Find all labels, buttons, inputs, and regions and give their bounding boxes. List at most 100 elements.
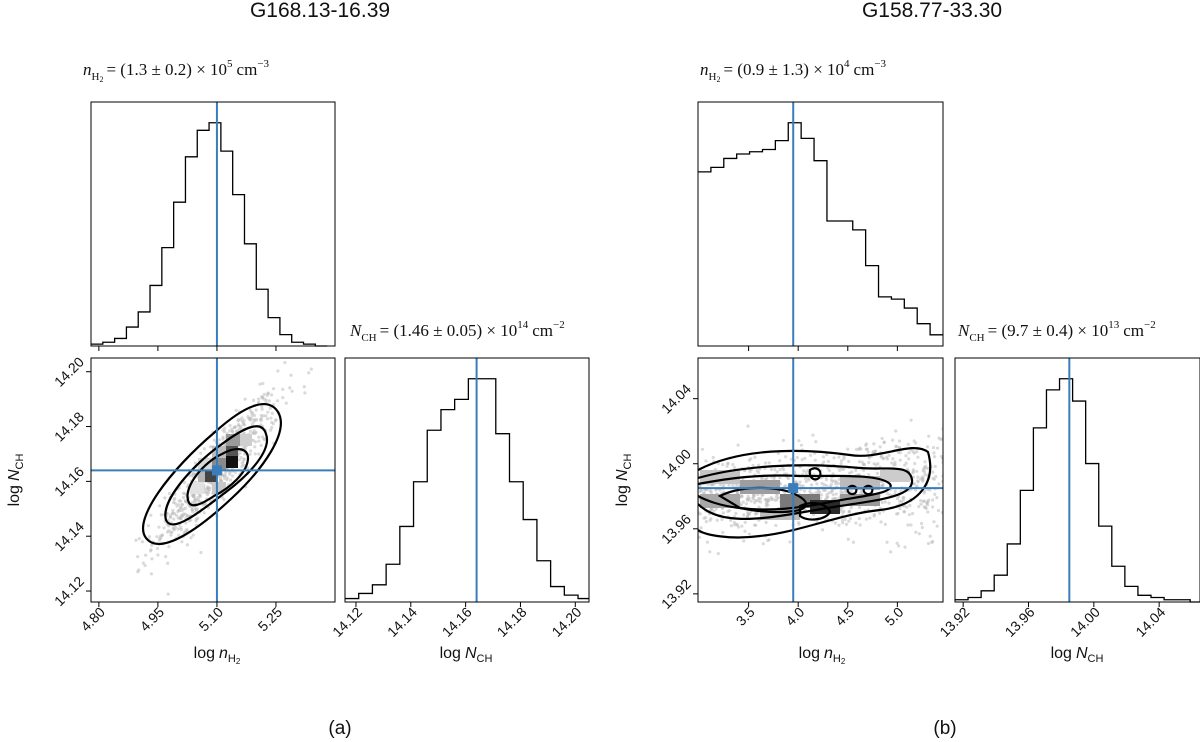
scatter-point <box>878 445 882 449</box>
density-cell <box>840 494 880 506</box>
scatter-point <box>904 454 908 458</box>
scatter-point <box>843 517 847 521</box>
scatter-point <box>808 453 813 457</box>
panel-b-nch-stat: NCH = (9.7 ± 0.4) × 1013 cm−2 <box>957 319 1156 344</box>
scatter-point <box>721 463 725 467</box>
scatter-point <box>257 397 261 401</box>
scatter-point <box>193 461 198 465</box>
scatter-point <box>243 446 247 450</box>
scatter-point <box>222 476 227 480</box>
scatter-point <box>931 498 935 502</box>
scatter-point <box>172 517 176 521</box>
panel-b-x-axis-label-nh2: log nH2 <box>799 645 846 666</box>
scatter-point <box>824 484 829 488</box>
scatter-point <box>866 473 871 477</box>
panel-a-nh2-stat: nH2= (1.3 ± 0.2) × 105 cm−3 <box>83 58 270 84</box>
scatter-point <box>158 536 162 541</box>
scatter-point <box>839 461 843 466</box>
scatter-point <box>158 534 163 538</box>
panel-a-caption: (a) <box>328 718 351 739</box>
y-tick-label: 14.16 <box>51 463 87 499</box>
scatter-point <box>721 530 725 534</box>
scatter-point <box>176 502 181 507</box>
scatter-point <box>183 512 188 516</box>
scatter-point <box>219 479 223 483</box>
scatter-point <box>928 488 932 492</box>
scatter-point <box>857 460 862 464</box>
truth-marker <box>788 483 799 494</box>
density-cell <box>190 482 204 494</box>
scatter-point <box>176 527 180 531</box>
scatter-point <box>865 447 870 451</box>
scatter-point <box>826 466 830 470</box>
density-cell <box>198 458 212 470</box>
scatter-point <box>926 510 930 514</box>
scatter-point <box>911 468 915 472</box>
scatter-point <box>885 540 889 544</box>
scatter-point <box>822 460 826 464</box>
axes-frame <box>954 357 1200 603</box>
scatter-point <box>258 382 262 386</box>
y-tick-label: 14.20 <box>51 354 87 390</box>
scatter-point <box>841 521 845 525</box>
scatter-point <box>234 425 238 429</box>
scatter-point <box>180 502 185 507</box>
scatter-point <box>149 513 153 517</box>
scatter-point <box>829 478 834 482</box>
scatter-point <box>732 520 736 525</box>
scatter-point <box>307 371 311 375</box>
scatter-point <box>233 470 238 474</box>
scatter-point <box>931 505 935 509</box>
scatter-point <box>757 463 761 467</box>
scatter-point <box>930 540 934 545</box>
scatter-point <box>150 543 154 548</box>
scatter-point <box>799 484 803 488</box>
scatter-point <box>778 467 782 472</box>
scatter-point <box>880 500 884 505</box>
scatter-point <box>257 439 261 443</box>
scatter-point <box>714 488 718 492</box>
scatter-point <box>260 395 264 399</box>
scatter-point <box>251 438 255 443</box>
panel-b-nch-histogram: 13.92 13.96 14.00 14.04 <box>936 357 1200 640</box>
scatter-point <box>249 416 253 420</box>
scatter-point <box>193 498 197 502</box>
x-tick-label: 5.10 <box>196 604 227 635</box>
scatter-point <box>731 462 735 467</box>
scatter-point <box>894 429 898 433</box>
scatter-point <box>837 468 842 472</box>
scatter-point <box>198 494 203 499</box>
scatter-point <box>831 472 835 476</box>
scatter-point <box>747 512 752 516</box>
y-tick-label: 14.04 <box>658 380 694 416</box>
scatter-point <box>271 387 276 391</box>
scatter-point <box>262 392 266 396</box>
scatter-point <box>933 492 937 496</box>
scatter-point <box>933 455 937 459</box>
scatter-point <box>180 513 184 517</box>
axes-frame <box>90 101 336 347</box>
scatter-point <box>276 369 280 373</box>
scatter-point <box>239 455 243 460</box>
density-cell <box>226 434 240 446</box>
scatter-point <box>156 553 160 557</box>
scatter-point <box>143 563 147 568</box>
scatter-point <box>235 429 239 433</box>
scatter-point <box>716 551 720 556</box>
scatter-point <box>834 492 838 496</box>
scatter-point <box>205 486 209 490</box>
scatter-point <box>228 423 232 428</box>
scatter-point <box>172 497 176 502</box>
scatter-point <box>197 499 201 503</box>
scatter-point <box>169 533 173 537</box>
scatter-point <box>281 396 285 400</box>
scatter-point <box>221 435 225 439</box>
scatter-point <box>171 508 175 513</box>
contour-line <box>846 484 858 496</box>
scatter-point <box>189 536 193 540</box>
scatter-point <box>231 474 235 478</box>
scatter-point <box>775 470 779 474</box>
scatter-point <box>854 521 858 525</box>
scatter-point <box>267 399 271 403</box>
